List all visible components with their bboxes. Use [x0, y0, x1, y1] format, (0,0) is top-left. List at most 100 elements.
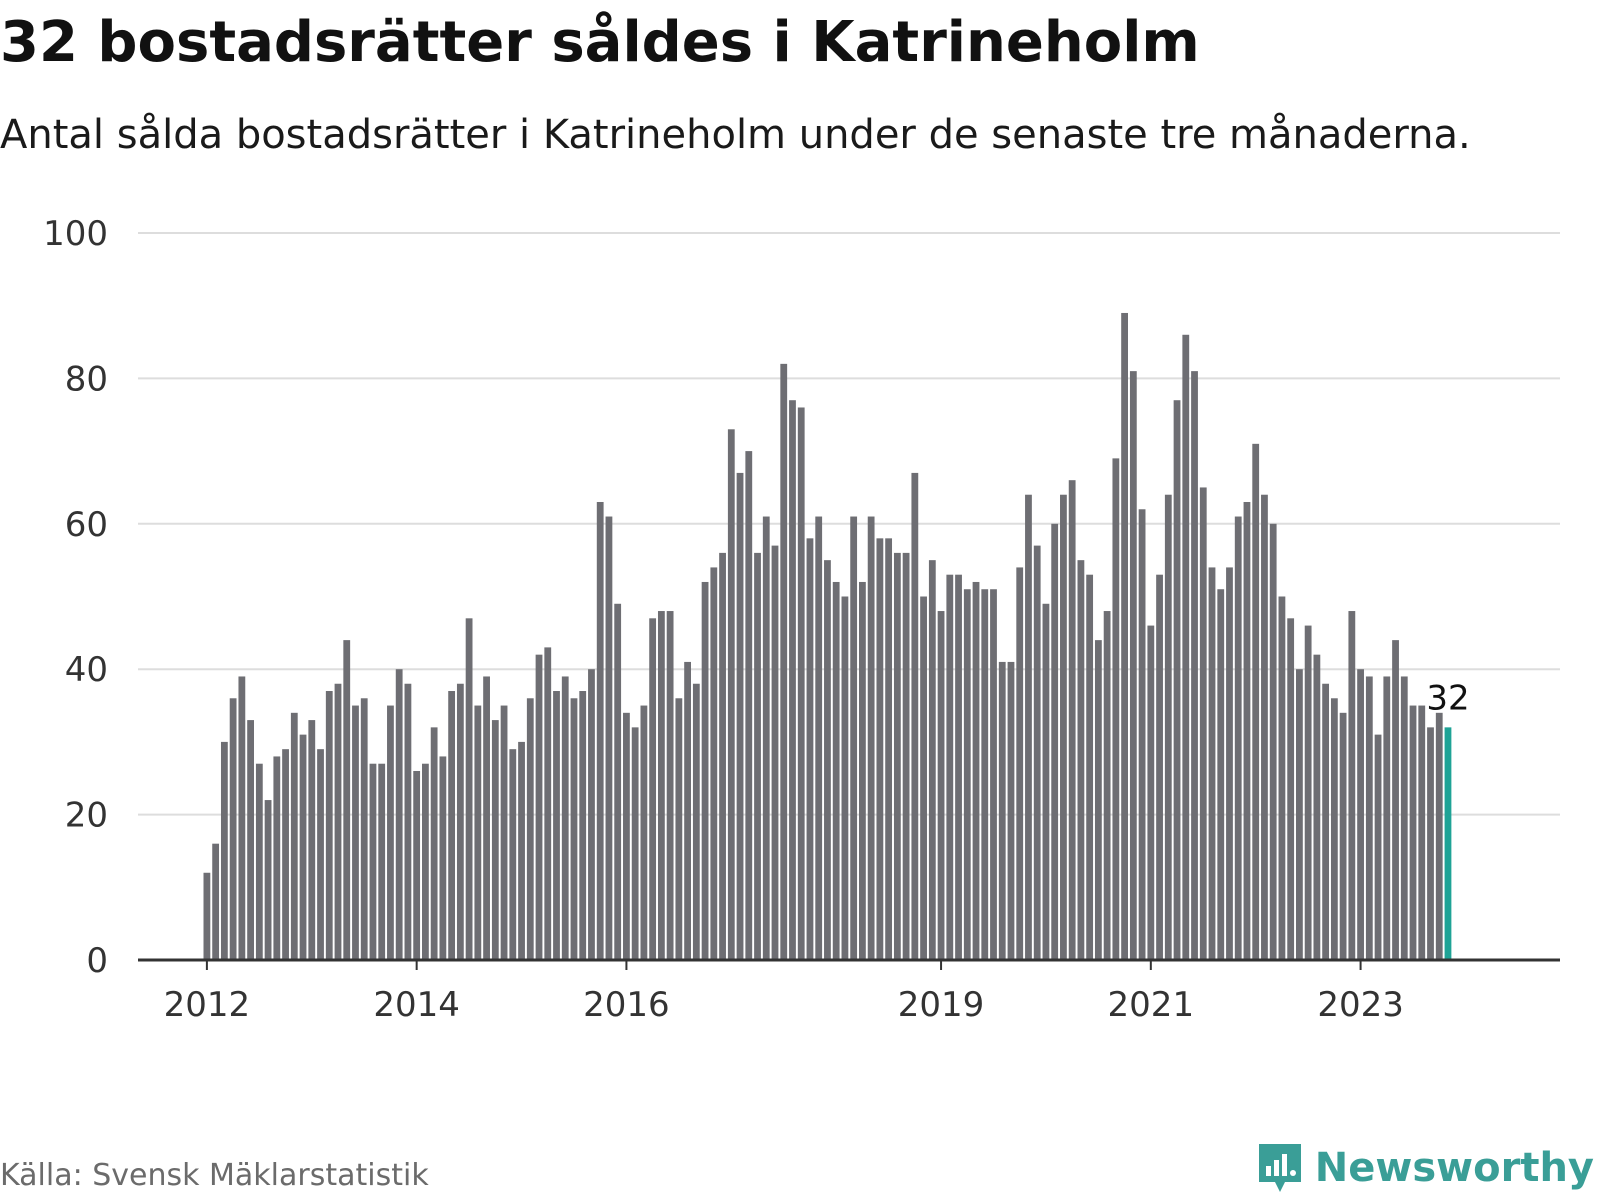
bar: [509, 749, 517, 960]
bar: [920, 596, 927, 960]
bar: [317, 749, 324, 960]
bar: [1173, 400, 1181, 961]
bar: [1269, 523, 1277, 960]
bar: [1243, 501, 1251, 960]
bar: [614, 603, 622, 960]
bar: [701, 581, 709, 960]
bar: [526, 698, 534, 960]
bar: [518, 741, 525, 960]
bar: [1418, 705, 1426, 960]
bar: [745, 451, 753, 960]
bar: [1313, 654, 1321, 960]
bar: [1330, 698, 1338, 960]
x-tick-label: 2021: [1108, 985, 1195, 1025]
bar: [1147, 625, 1155, 960]
bar: [1261, 494, 1268, 960]
bar: [203, 872, 211, 960]
x-tick-label: 2012: [164, 985, 251, 1025]
bar: [1182, 334, 1190, 960]
bar: [885, 538, 893, 960]
bar: [1278, 596, 1286, 960]
bar: [928, 560, 936, 960]
bar: [990, 589, 997, 960]
bar: [483, 676, 490, 960]
source-note: Källa: Svensk Mäklarstatistik: [0, 1158, 429, 1193]
bar: [343, 640, 351, 960]
bar: [1217, 589, 1225, 960]
bar: [1427, 727, 1434, 960]
bar: [273, 756, 281, 960]
y-tick-label: 40: [65, 650, 108, 690]
bar: [570, 698, 578, 960]
bar: [588, 669, 595, 960]
bar: [299, 734, 307, 960]
bar: [1296, 669, 1303, 960]
bar: [631, 727, 639, 960]
bar: [780, 363, 788, 960]
bar: [1409, 705, 1417, 960]
bar: [1086, 574, 1094, 960]
bar: [1051, 523, 1059, 960]
bar: [1234, 516, 1242, 960]
bar: [815, 516, 823, 960]
bar: [824, 560, 831, 960]
bar: [859, 581, 866, 960]
bar: [762, 516, 770, 960]
bar: [1357, 669, 1364, 960]
bar: [422, 763, 429, 960]
bar: [1068, 480, 1076, 960]
bar: [369, 763, 377, 960]
bar: [456, 683, 464, 960]
x-axis: 2012 2014 2016 2019 2021 2023: [138, 958, 1560, 1025]
bar: [1435, 712, 1443, 960]
bar: [1164, 494, 1172, 960]
bar: [649, 618, 657, 960]
x-tick-label: 2014: [373, 985, 460, 1025]
bar: [876, 538, 884, 960]
bar: [736, 472, 744, 960]
bar: [1400, 676, 1408, 960]
bar: [727, 429, 735, 960]
bar: [963, 589, 971, 960]
y-tick-label: 20: [65, 796, 108, 836]
bar: [448, 691, 456, 960]
bar: [282, 749, 289, 960]
x-tick-label: 2016: [583, 985, 670, 1025]
bar: [946, 574, 954, 960]
bar: [666, 611, 674, 960]
bar: [212, 843, 220, 960]
chart-subtitle: Antal sålda bostadsrätter i Katrineholm …: [0, 112, 1471, 158]
bar: [1339, 712, 1347, 960]
y-tick-label: 80: [65, 359, 108, 399]
bar: [789, 400, 796, 961]
bar: [1016, 567, 1024, 960]
x-tick-label: 2019: [898, 985, 985, 1025]
bar: [264, 800, 272, 960]
bar: [1304, 625, 1312, 960]
bar: [553, 691, 560, 960]
bar: [1374, 734, 1382, 960]
bar: [719, 552, 726, 960]
bar: [605, 516, 613, 960]
bar: [684, 661, 691, 960]
bar: [430, 727, 438, 960]
bar: [797, 407, 805, 961]
bar: [413, 770, 421, 960]
bar: [535, 654, 543, 960]
bar: [308, 720, 316, 960]
bar: [387, 705, 394, 960]
bar: [1112, 458, 1120, 960]
bar: [832, 581, 840, 960]
bar: [1042, 603, 1050, 960]
bar: [1033, 545, 1041, 960]
bar: [290, 712, 298, 960]
bar: [1252, 443, 1260, 961]
bar-highlight: [1444, 727, 1452, 960]
bar: [1121, 312, 1128, 961]
bar: [902, 552, 910, 960]
brand[interactable]: Newsworthy: [1255, 1140, 1594, 1196]
bar: [911, 472, 919, 960]
bar: [229, 698, 237, 960]
x-tick-label: 2023: [1317, 985, 1404, 1025]
highlight-value-label: 32: [1426, 678, 1469, 718]
